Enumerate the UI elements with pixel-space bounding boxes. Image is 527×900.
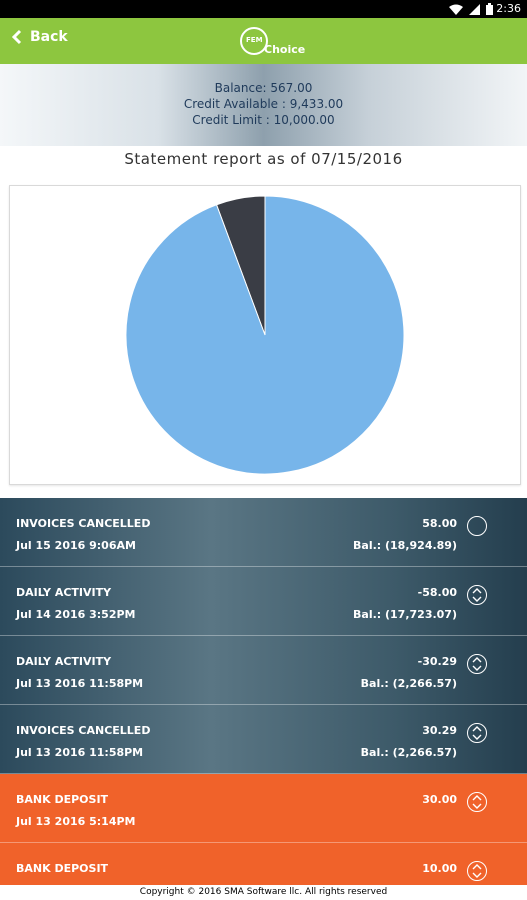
transaction-list: INVOICES CANCELLED Jul 15 2016 9:06AM 58.0… xyxy=(0,498,527,885)
transaction-type: BANK DEPOSIT xyxy=(16,793,109,806)
app-logo: FEM Choice xyxy=(240,25,305,59)
app-bar: Back FEM Choice xyxy=(0,18,527,64)
balance-summary: Balance: 567.00 Credit Available : 9,433… xyxy=(0,64,527,146)
expand-toggle-button[interactable] xyxy=(467,585,487,605)
expand-arrows-icon xyxy=(472,588,482,602)
back-button[interactable]: Back xyxy=(12,29,68,45)
expand-toggle-button[interactable] xyxy=(467,654,487,674)
status-icons xyxy=(449,3,493,15)
transaction-amount: -58.00 xyxy=(417,586,457,599)
transaction-date: Jul 13 2016 5:14PM xyxy=(16,815,136,828)
transaction-row[interactable]: INVOICES CANCELLED Jul 13 2016 11:58PM 30.… xyxy=(0,705,527,774)
status-time: 2:36 xyxy=(496,2,521,15)
footer-copyright: Copyright © 2016 SMA Software llc. All r… xyxy=(0,885,527,900)
wifi-icon xyxy=(449,4,463,15)
transaction-amount: 10.00 xyxy=(422,862,457,875)
transaction-amount: -30.29 xyxy=(417,655,457,668)
balance-value: Balance: 567.00 xyxy=(214,81,313,95)
transaction-amount: 30.00 xyxy=(422,793,457,806)
battery-icon xyxy=(486,3,493,15)
transaction-row[interactable]: BANK DEPOSIT 10.00 xyxy=(0,843,527,885)
transaction-type: DAILY ACTIVITY xyxy=(16,586,112,599)
transaction-date: Jul 13 2016 11:58PM xyxy=(16,677,144,690)
pie-chart xyxy=(125,195,405,475)
transaction-row[interactable]: DAILY ACTIVITY Jul 14 2016 3:52PM -58.00 Ba… xyxy=(0,567,527,636)
transaction-type: BANK DEPOSIT xyxy=(16,862,109,875)
logo-ring: FEM xyxy=(240,27,268,55)
chevron-left-icon xyxy=(12,29,22,45)
transaction-row[interactable]: BANK DEPOSIT Jul 13 2016 5:14PM 30.00 xyxy=(0,774,527,843)
signal-icon xyxy=(469,3,480,15)
expand-arrows-icon xyxy=(472,795,482,809)
credit-available-value: Credit Available : 9,433.00 xyxy=(183,97,344,111)
expand-toggle-button[interactable] xyxy=(467,792,487,812)
transaction-row[interactable]: INVOICES CANCELLED Jul 15 2016 9:06AM 58.0… xyxy=(0,498,527,567)
expand-arrows-icon xyxy=(472,657,482,671)
transaction-row[interactable]: DAILY ACTIVITY Jul 13 2016 11:58PM -30.29 B… xyxy=(0,636,527,705)
expand-arrows-icon xyxy=(472,726,482,740)
transaction-balance: Bal.: (2,266.57) xyxy=(360,746,457,759)
transaction-type: INVOICES CANCELLED xyxy=(16,724,151,737)
logo-word: Choice xyxy=(264,43,306,56)
status-bar: 2:36 xyxy=(0,0,527,18)
back-label: Back xyxy=(30,29,68,45)
transaction-date: Jul 15 2016 9:06AM xyxy=(16,539,136,552)
pie-chart-card xyxy=(9,185,521,485)
transaction-type: DAILY ACTIVITY xyxy=(16,655,112,668)
transaction-balance: Bal.: (18,924.89) xyxy=(353,539,457,552)
transaction-date: Jul 14 2016 3:52PM xyxy=(16,608,136,621)
expand-toggle-button[interactable] xyxy=(467,861,487,881)
logo-ring-text: FEM xyxy=(246,36,263,44)
expand-toggle-button[interactable] xyxy=(467,516,487,536)
transaction-type: INVOICES CANCELLED xyxy=(16,517,151,530)
transaction-balance: Bal.: (17,723.07) xyxy=(353,608,457,621)
expand-arrows-icon xyxy=(472,864,482,878)
transaction-amount: 30.29 xyxy=(422,724,457,737)
pie-slice xyxy=(125,195,405,475)
transaction-amount: 58.00 xyxy=(422,517,457,530)
transaction-date: Jul 13 2016 11:58PM xyxy=(16,746,144,759)
expand-toggle-button[interactable] xyxy=(467,723,487,743)
credit-limit-value: Credit Limit : 10,000.00 xyxy=(192,113,335,127)
transaction-balance: Bal.: (2,266.57) xyxy=(360,677,457,690)
report-title: Statement report as of 07/15/2016 xyxy=(124,150,403,168)
